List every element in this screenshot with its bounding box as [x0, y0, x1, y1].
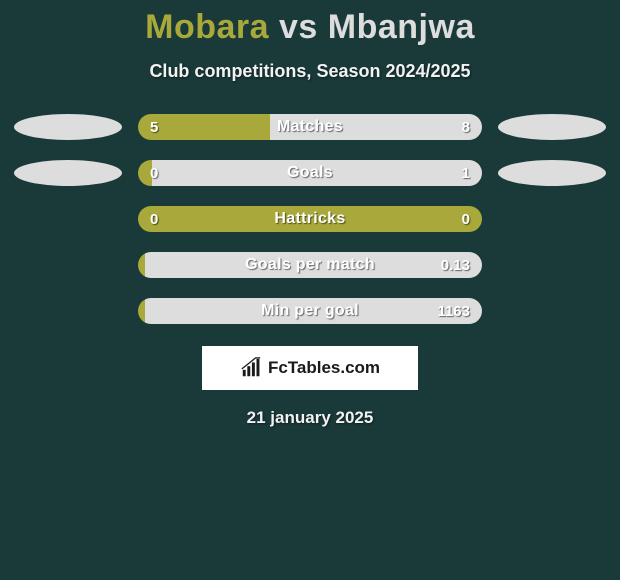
brand-badge: FcTables.com — [202, 346, 418, 390]
bar-chart-icon — [240, 357, 262, 379]
stat-row: 00Hattricks — [0, 206, 620, 232]
oval-spacer — [498, 298, 606, 324]
page-title: Mobara vs Mbanjwa — [0, 0, 620, 47]
stat-bar: 00Hattricks — [138, 206, 482, 232]
date-text: 21 january 2025 — [0, 408, 620, 428]
stat-bar: 01Goals — [138, 160, 482, 186]
oval-spacer — [498, 252, 606, 278]
oval-spacer — [498, 206, 606, 232]
team-left-oval — [14, 114, 122, 140]
subtitle: Club competitions, Season 2024/2025 — [0, 61, 620, 82]
stat-row: 0.13Goals per match — [0, 252, 620, 278]
stat-row: 58Matches — [0, 114, 620, 140]
stat-row: 1163Min per goal — [0, 298, 620, 324]
oval-spacer — [14, 252, 122, 278]
team-left-oval — [14, 160, 122, 186]
team-right-oval — [498, 114, 606, 140]
title-vs: vs — [279, 8, 318, 46]
stat-label: Matches — [138, 114, 482, 140]
title-left: Mobara — [145, 8, 269, 46]
oval-spacer — [14, 298, 122, 324]
stat-label: Goals per match — [138, 252, 482, 278]
stat-bar: 58Matches — [138, 114, 482, 140]
title-right: Mbanjwa — [328, 8, 475, 46]
stat-bar: 0.13Goals per match — [138, 252, 482, 278]
team-right-oval — [498, 160, 606, 186]
stat-bar: 1163Min per goal — [138, 298, 482, 324]
stat-label: Min per goal — [138, 298, 482, 324]
oval-spacer — [14, 206, 122, 232]
stat-label: Hattricks — [138, 206, 482, 232]
brand-text: FcTables.com — [268, 358, 380, 378]
stat-label: Goals — [138, 160, 482, 186]
stat-row: 01Goals — [0, 160, 620, 186]
comparison-infographic: Mobara vs Mbanjwa Club competitions, Sea… — [0, 0, 620, 580]
stat-rows: 58Matches 01Goals 00Hattricks 0.13Goals per… — [0, 114, 620, 324]
